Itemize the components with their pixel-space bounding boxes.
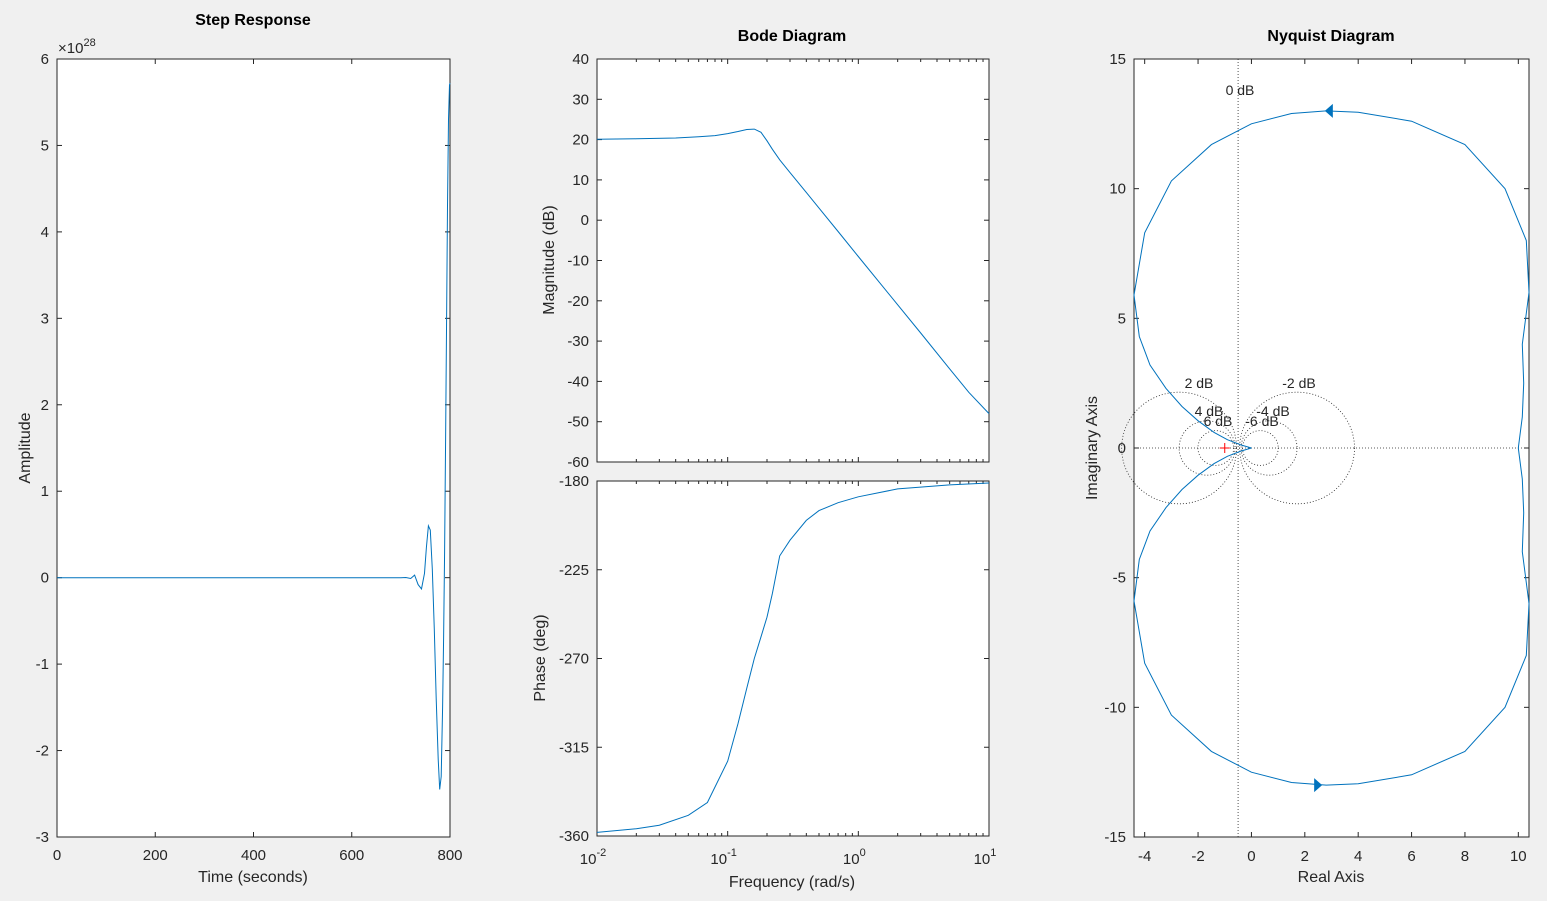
step-ytick-label: 4 bbox=[41, 224, 49, 241]
mcircle-label: -4 dB bbox=[1256, 403, 1289, 419]
bode-magnitude-axes[interactable]: Bode Diagram Magnitude (dB) -60 -50 -40 -30… bbox=[541, 28, 990, 471]
phase-xtick-label: 10-1 bbox=[710, 847, 736, 868]
mcircle-label: -6 dB bbox=[1245, 413, 1278, 429]
phase-line bbox=[596, 482, 990, 833]
phase-ytick-label: -180 bbox=[559, 473, 589, 490]
step-xtick-label: 0 bbox=[53, 847, 61, 864]
bode-phase-axes[interactable]: Frequency (rad/s) Phase (deg) 10-2 10-1 10… bbox=[532, 473, 996, 891]
nyq-ytick-label: -15 bbox=[1104, 829, 1126, 846]
step-ytick-label: 6 bbox=[41, 51, 49, 68]
nyq-ytick-label: 15 bbox=[1109, 51, 1126, 68]
nyquist-ticks: -4 -2 0 2 4 6 8 10 -15 -10 -5 0 5 10 15 bbox=[1104, 51, 1529, 865]
mcircle bbox=[1178, 420, 1236, 476]
mag-ytick-label: 30 bbox=[572, 91, 589, 108]
nyq-ytick-label: -5 bbox=[1113, 570, 1126, 587]
mag-ytick-label: -60 bbox=[567, 454, 589, 471]
step-ytick-label: 0 bbox=[41, 570, 49, 587]
mcircle bbox=[1197, 430, 1235, 466]
magnitude-ticks: -60 -50 -40 -30 -20 -10 0 10 20 30 40 bbox=[567, 51, 990, 471]
phase-xtick-label: 100 bbox=[843, 847, 866, 868]
mag-ytick-label: -30 bbox=[567, 333, 589, 350]
step-xtick-label: 200 bbox=[143, 847, 168, 864]
step-ytick-label: -3 bbox=[36, 829, 49, 846]
mag-ytick-label: 10 bbox=[572, 172, 589, 189]
phase-ytick-label: -360 bbox=[559, 828, 589, 845]
nyquist-arrow-bottom bbox=[1314, 778, 1323, 793]
step-xtick-label: 400 bbox=[241, 847, 266, 864]
step-ytick-label: -2 bbox=[36, 743, 49, 760]
nyquist-curve-positive bbox=[1133, 110, 1530, 449]
nyquist-title: Nyquist Diagram bbox=[1267, 28, 1394, 45]
mag-ytick-label: -40 bbox=[567, 373, 589, 390]
mcircle-labels: 0 dB 2 dB -2 dB 4 dB -4 dB 6 dB -6 dB bbox=[1185, 82, 1316, 429]
mcircle bbox=[1239, 391, 1355, 505]
nyq-xtick-label: 8 bbox=[1461, 848, 1469, 865]
phase-xtick-label: 10-2 bbox=[580, 847, 606, 868]
phase-ticks: 10-2 10-1 100 101 -360 -315 -270 -225 -180 bbox=[559, 473, 996, 868]
phase-ytick-label: -225 bbox=[559, 562, 589, 579]
step-xlabel: Time (seconds) bbox=[198, 869, 308, 886]
mcircle-label: 0 dB bbox=[1226, 82, 1255, 98]
mag-ytick-label: 20 bbox=[572, 132, 589, 149]
mag-ytick-label: 40 bbox=[572, 51, 589, 68]
phase-ytick-label: -315 bbox=[559, 739, 589, 756]
nyq-xtick-label: 10 bbox=[1510, 848, 1527, 865]
magnitude-ylabel: Magnitude (dB) bbox=[541, 205, 558, 314]
step-y-multiplier: ×1028 bbox=[58, 37, 96, 57]
mag-ytick-label: -10 bbox=[567, 253, 589, 270]
step-ytick-label: 1 bbox=[41, 483, 49, 500]
nyq-xtick-label: 4 bbox=[1354, 848, 1362, 865]
mcircle-label: -2 dB bbox=[1282, 375, 1315, 391]
step-response-line bbox=[57, 83, 451, 790]
mcircle bbox=[1121, 391, 1237, 505]
step-ytick-label: 2 bbox=[41, 397, 49, 414]
nyq-ytick-label: 0 bbox=[1118, 440, 1126, 457]
phase-ytick-label: -270 bbox=[559, 651, 589, 668]
nyq-ytick-label: 5 bbox=[1118, 310, 1126, 327]
phase-ylabel: Phase (deg) bbox=[532, 614, 549, 701]
step-xtick-label: 800 bbox=[437, 847, 462, 864]
frequency-xlabel: Frequency (rad/s) bbox=[729, 874, 855, 891]
step-ylabel: Amplitude bbox=[17, 412, 34, 483]
nyquist-curve-negative bbox=[1133, 447, 1530, 786]
mag-ytick-label: -50 bbox=[567, 414, 589, 431]
phase-xtick-label: 101 bbox=[974, 847, 997, 868]
step-ticks: 0 200 400 600 800 -3 -2 -1 0 1 2 3 4 5 6 bbox=[36, 51, 463, 864]
critical-point-marker bbox=[1219, 443, 1230, 453]
mcircle bbox=[1242, 430, 1279, 466]
step-ytick-label: 3 bbox=[41, 310, 49, 327]
nyq-xtick-label: 6 bbox=[1407, 848, 1415, 865]
mcircle-label: 2 dB bbox=[1185, 375, 1214, 391]
step-ytick-label: 5 bbox=[41, 137, 49, 154]
nyq-xtick-label: 0 bbox=[1247, 848, 1255, 865]
step-response-axes[interactable]: Step Response Time (seconds) Amplitude ×… bbox=[17, 12, 463, 886]
bode-title: Bode Diagram bbox=[738, 28, 846, 45]
step-title: Step Response bbox=[195, 12, 311, 29]
nyquist-arrow-top bbox=[1324, 103, 1333, 118]
nyq-xtick-label: 2 bbox=[1301, 848, 1309, 865]
nyq-xtick-label: -2 bbox=[1191, 848, 1204, 865]
mcircle-grid bbox=[1121, 59, 1529, 837]
mag-ytick-label: 0 bbox=[581, 212, 589, 229]
nyq-ytick-label: -10 bbox=[1104, 699, 1126, 716]
mag-ytick-label: -20 bbox=[567, 293, 589, 310]
magnitude-line bbox=[596, 128, 990, 414]
imaginary-axis-label: Imaginary Axis bbox=[1084, 396, 1101, 500]
nyq-ytick-label: 10 bbox=[1109, 181, 1126, 198]
nyquist-axes[interactable]: Nyquist Diagram Real Axis Imaginary Axis… bbox=[1084, 28, 1530, 886]
step-ytick-label: -1 bbox=[36, 656, 49, 673]
mcircle bbox=[1240, 420, 1298, 476]
mcircle-label: 4 dB bbox=[1195, 403, 1224, 419]
mcircle-label: 6 dB bbox=[1204, 413, 1233, 429]
real-axis-label: Real Axis bbox=[1298, 869, 1365, 886]
nyq-xtick-label: -4 bbox=[1138, 848, 1151, 865]
step-xtick-label: 600 bbox=[339, 847, 364, 864]
